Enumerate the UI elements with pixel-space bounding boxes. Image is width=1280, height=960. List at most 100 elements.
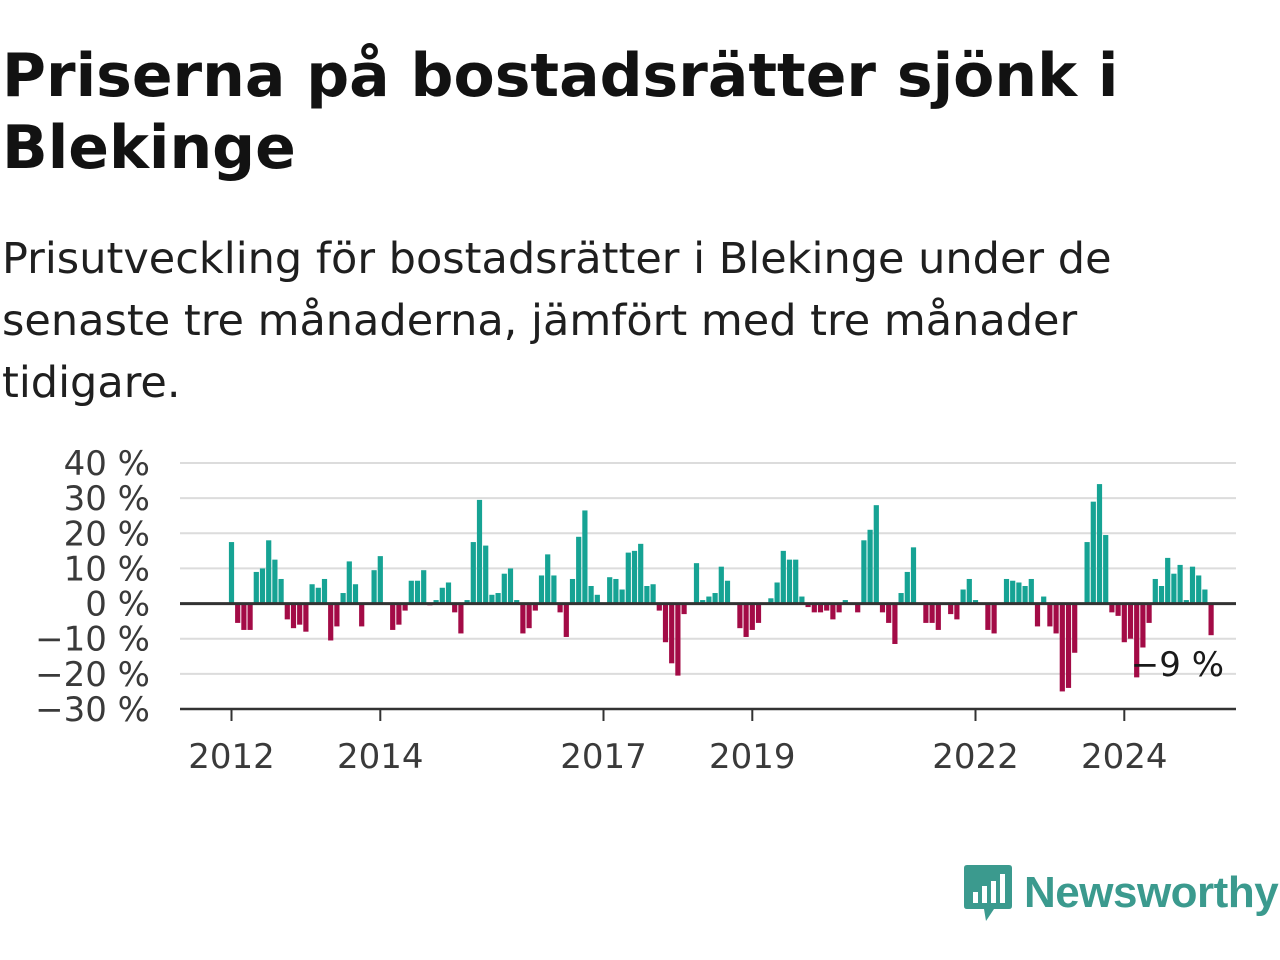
bar xyxy=(724,580,731,604)
bar xyxy=(235,603,241,623)
bar xyxy=(1041,596,1047,604)
bar xyxy=(1121,603,1127,643)
bar xyxy=(433,600,439,604)
last-value-label: −9 % xyxy=(1131,645,1224,685)
bar xyxy=(693,563,700,604)
bar xyxy=(514,600,520,604)
bar xyxy=(1103,535,1109,604)
bar xyxy=(1152,578,1158,604)
bar xyxy=(371,570,377,604)
bar xyxy=(507,568,514,604)
bar xyxy=(340,593,346,604)
bar xyxy=(1084,542,1090,604)
bar xyxy=(966,578,972,604)
bar xyxy=(842,600,848,604)
bar xyxy=(452,603,458,613)
bar xyxy=(1047,603,1053,627)
y-tick-label: 30 % xyxy=(64,479,150,519)
bar xyxy=(315,587,321,604)
bar xyxy=(594,594,600,604)
bar xyxy=(712,593,718,604)
bar xyxy=(1034,603,1041,627)
bar xyxy=(1177,564,1183,604)
bar xyxy=(538,575,545,604)
bar xyxy=(811,603,817,613)
bar xyxy=(272,559,278,604)
bar xyxy=(749,603,755,630)
y-tick-label: −30 % xyxy=(35,690,150,730)
y-tick-label: 10 % xyxy=(64,549,150,589)
bar xyxy=(1059,603,1065,692)
chart-subtitle: Prisutveckling för bostadsrätter i Bleki… xyxy=(2,234,1112,408)
bar xyxy=(774,582,780,604)
bar xyxy=(737,603,743,629)
bar xyxy=(644,586,650,604)
bar xyxy=(929,603,935,623)
bar xyxy=(1115,603,1121,616)
bar xyxy=(328,603,334,641)
x-tick-label: 2019 xyxy=(709,737,796,777)
bar xyxy=(1127,603,1134,639)
bar xyxy=(402,603,408,611)
bar xyxy=(892,603,898,644)
bar xyxy=(867,529,873,604)
bar xyxy=(483,545,489,604)
annotations: −9 % xyxy=(1131,645,1224,685)
y-axis-labels: 40 %30 %20 %10 %0 %−10 %−20 %−30 % xyxy=(35,444,150,730)
bar xyxy=(1010,580,1016,604)
bar xyxy=(706,596,712,604)
bar xyxy=(805,603,811,608)
bar xyxy=(799,596,805,604)
bar xyxy=(948,603,954,615)
bar xyxy=(886,603,892,623)
bar xyxy=(954,603,960,620)
bar xyxy=(1109,603,1115,613)
newsworthy-logo: Newsworthy xyxy=(962,862,1279,924)
bar xyxy=(297,603,303,625)
bar xyxy=(1134,603,1140,678)
bar xyxy=(830,603,836,620)
bar xyxy=(755,603,762,623)
bar xyxy=(817,603,824,613)
bar xyxy=(346,561,352,604)
bar xyxy=(904,571,910,604)
bar xyxy=(631,550,638,604)
bar xyxy=(768,598,774,604)
bar xyxy=(898,593,904,604)
bar xyxy=(284,603,290,620)
bar xyxy=(390,603,396,630)
bar xyxy=(495,593,501,604)
bar xyxy=(824,603,830,611)
bar xyxy=(476,499,483,604)
bar xyxy=(458,603,464,634)
bar xyxy=(879,603,886,613)
bar xyxy=(650,584,656,604)
y-tick-label: 20 % xyxy=(64,514,150,554)
bar xyxy=(545,554,551,604)
bar xyxy=(972,600,979,604)
bar xyxy=(557,603,563,613)
x-tick-label: 2014 xyxy=(337,737,424,777)
bar xyxy=(1022,586,1028,604)
bars xyxy=(228,484,1214,692)
bar xyxy=(321,578,328,604)
newsworthy-logo-icon xyxy=(964,865,1012,921)
bar xyxy=(1165,557,1171,604)
bar xyxy=(421,570,427,604)
y-tick-label: 40 % xyxy=(64,444,150,484)
bar xyxy=(1158,586,1165,604)
bar xyxy=(352,584,359,604)
bar xyxy=(669,603,675,664)
bar xyxy=(334,603,340,627)
bar xyxy=(861,540,867,604)
grid-lines xyxy=(180,462,1236,675)
bar xyxy=(520,603,526,634)
bar xyxy=(607,577,613,604)
bar xyxy=(1096,484,1103,604)
bar xyxy=(985,603,991,630)
bar xyxy=(613,578,619,604)
y-tick-label: −20 % xyxy=(35,655,150,695)
bar xyxy=(1003,578,1010,604)
bar xyxy=(960,589,966,604)
